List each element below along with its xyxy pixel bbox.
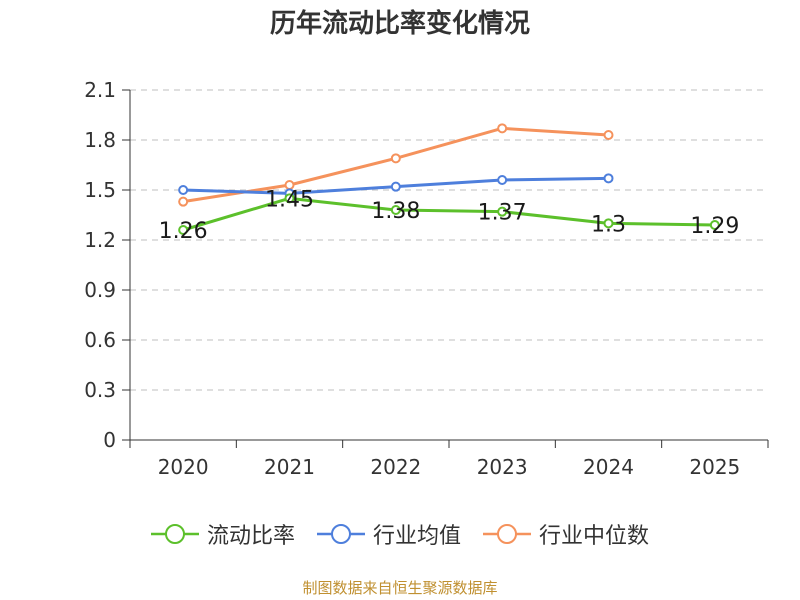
data-point [284,193,295,204]
data-label: 1.37 [478,201,527,226]
legend-item[interactable]: 流动比率 [150,518,295,550]
data-point [497,175,508,185]
legend-label: 行业均值 [372,524,461,549]
x-tick-label: 2021 [264,455,315,479]
source-note: 制图数据来自恒生聚源数据库 [302,579,498,597]
data-point [390,153,401,164]
data-point [178,225,189,235]
y-tick-label: 0.3 [84,378,116,402]
data-point [603,130,614,140]
data-point [390,181,401,192]
grid-layer [130,89,768,391]
data-point [603,173,614,184]
data-point [390,205,401,215]
legend-line-circle-icon [316,524,365,544]
data-point [603,218,614,229]
data-label-layer: 1.26 1.45 1.38 1.37 1.3 1.29 [159,187,740,244]
y-tick-label: 1.5 [84,178,116,202]
x-tick-label: 2025 [689,455,740,479]
axis-layer: 0 0.3 0.6 0.9 1.2 1.5 1.8 2.1 2020 2021 2022 2023 20… [84,78,769,479]
data-label: 1.29 [690,214,739,239]
data-label: 1.38 [371,199,420,224]
x-tick-label: 2024 [583,455,634,479]
data-point [178,196,189,207]
data-point [497,123,508,134]
y-tick-label: 2.1 [84,78,116,102]
data-label: 1.45 [265,187,314,212]
y-tick-label: 1.8 [84,128,116,152]
y-tick-label: 0 [103,428,116,452]
y-tick-label: 0.6 [84,328,116,352]
x-tick-label: 2022 [370,455,421,479]
legend-item[interactable]: 行业中位数 [483,518,649,550]
data-label: 1.26 [159,219,208,244]
data-point [709,220,720,230]
legend-line-circle-icon [150,524,199,544]
x-tick-label: 2023 [477,455,528,479]
legend: 流动比率 行业均值 行业中位数 [0,518,800,550]
legend-label: 行业中位数 [539,524,650,549]
legend-item[interactable]: 行业均值 [316,518,461,550]
y-tick-label: 1.2 [84,228,116,252]
data-point [178,185,189,195]
series-line-1 [182,196,715,232]
data-point [497,206,508,217]
legend-line-circle-icon [483,524,531,544]
x-tick-label: 2020 [158,455,209,479]
data-label: 1.3 [591,212,626,237]
chart-title: 历年流动比率变化情况 [269,9,530,39]
y-tick-label: 0.9 [84,278,116,302]
series-layer [178,123,720,235]
legend-label: 流动比率 [206,524,295,549]
